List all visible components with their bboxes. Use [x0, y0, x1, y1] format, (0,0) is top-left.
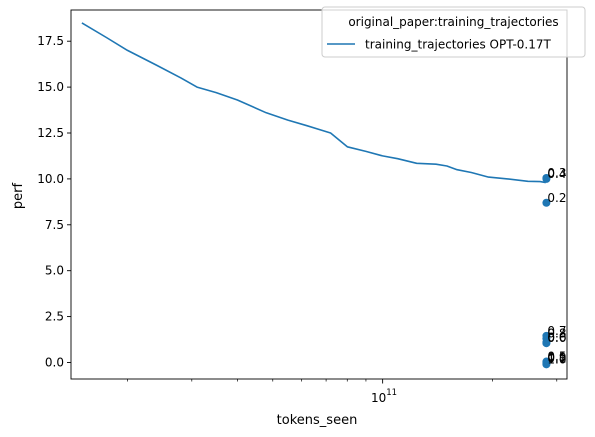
- point-label: 0.4: [547, 167, 566, 181]
- legend: original_paper:training_trajectoriestrai…: [321, 6, 586, 58]
- scatter-point: [542, 339, 551, 348]
- legend-box: [321, 6, 586, 58]
- series-line: [81, 22, 546, 184]
- x-tick-label: 10: [371, 391, 386, 405]
- y-tick-label: 15.0: [37, 80, 64, 94]
- point-label: 0.6: [547, 330, 566, 344]
- plot-area: 0.30.4 0.2 0.70.80.60.0 0.50.90.11.0: [81, 22, 566, 369]
- scatter-point: [542, 198, 551, 207]
- legend-title: original_paper:training_trajectories: [348, 15, 558, 29]
- point-label: 1.0: [547, 352, 566, 366]
- point-label: 0.8: [547, 327, 566, 341]
- scatter-point: [542, 174, 551, 183]
- x-tick-label-exponent: 11: [386, 388, 397, 398]
- y-tick-label: 5.0: [45, 264, 64, 278]
- x-axis-label: tokens_seen: [277, 413, 358, 428]
- point-label: 0.1: [547, 351, 566, 365]
- y-tick-label: 12.5: [37, 126, 64, 140]
- scatter-point: [542, 360, 551, 369]
- legend-entry: training_trajectories OPT-0.17T: [365, 38, 552, 52]
- y-tick-label: 2.5: [45, 310, 64, 324]
- y-tick-label: 10.0: [37, 172, 64, 186]
- point-label: 0.2: [547, 191, 566, 205]
- axes-frame: [70, 9, 568, 380]
- point-label: 0.5: [547, 350, 566, 364]
- y-tick-label: 0.0: [45, 355, 64, 369]
- axes: 0.0 2.5 5.0 7.5 10.0 12.5 15.0 17.5 10 11: [37, 9, 568, 405]
- point-label: 0.9: [547, 350, 566, 364]
- y-tick-label: 7.5: [45, 218, 64, 232]
- y-tick-label: 17.5: [37, 34, 64, 48]
- point-label: 0.7: [547, 324, 566, 338]
- point-label: 0.3: [547, 166, 566, 180]
- point-label: 0.0: [547, 331, 566, 345]
- y-axis-label: perf: [11, 182, 26, 209]
